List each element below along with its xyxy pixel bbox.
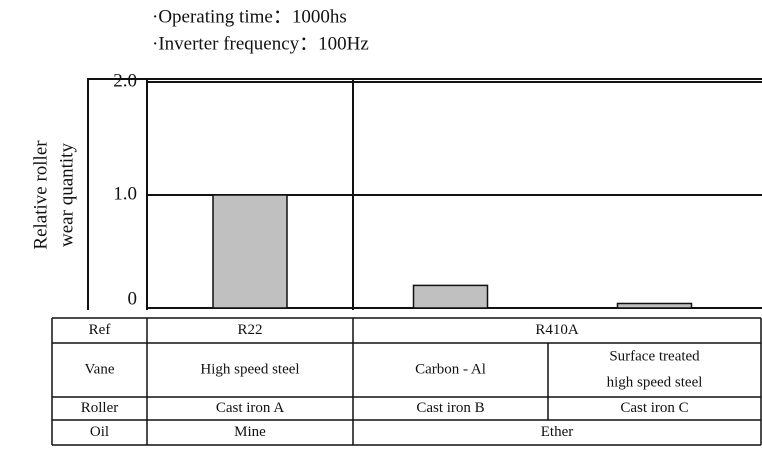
row-header: Ref <box>89 322 111 338</box>
bar <box>616 302 693 309</box>
table-cell: Carbon - Al <box>415 361 486 377</box>
y-tick-label: 0 <box>128 288 138 309</box>
table-cell: High speed steel <box>200 361 299 377</box>
table-cell: high speed steel <box>607 374 703 390</box>
table-cell: Mine <box>234 424 266 440</box>
table-cell: R22 <box>237 322 262 338</box>
table-cell: R410A <box>535 322 579 338</box>
bar <box>412 284 489 309</box>
row-header: Roller <box>81 400 119 416</box>
y-tick-label: 2.0 <box>113 70 137 91</box>
table-cell: Ether <box>541 424 573 440</box>
y-axis-label: wear quantity <box>56 143 77 247</box>
row-header: Vane <box>85 361 115 377</box>
table-cell: Cast iron B <box>416 400 484 416</box>
table-cell: Cast iron A <box>216 400 285 416</box>
y-axis-label: Relative roller <box>30 140 51 250</box>
annotation: ·Inverter frequency：100Hz <box>152 33 369 54</box>
annotation: ·Operating time：1000hs <box>152 6 347 27</box>
table-cell: Surface treated <box>609 348 700 364</box>
table-cell: Cast iron C <box>620 400 688 416</box>
y-tick-label: 1.0 <box>113 183 137 204</box>
bar <box>212 194 288 309</box>
row-header: Oil <box>90 424 109 440</box>
